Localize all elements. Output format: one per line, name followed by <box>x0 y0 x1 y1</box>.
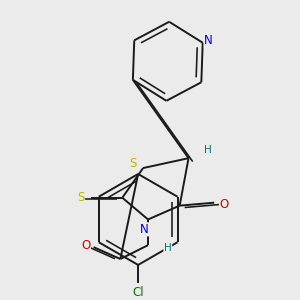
Text: O: O <box>220 198 229 211</box>
Text: O: O <box>81 239 90 252</box>
Text: H: H <box>164 243 172 253</box>
Text: N: N <box>204 34 213 47</box>
Text: N: N <box>140 223 148 236</box>
Text: H: H <box>205 145 212 155</box>
Text: Cl: Cl <box>132 286 144 299</box>
Text: S: S <box>130 157 137 169</box>
Text: S: S <box>77 191 85 204</box>
